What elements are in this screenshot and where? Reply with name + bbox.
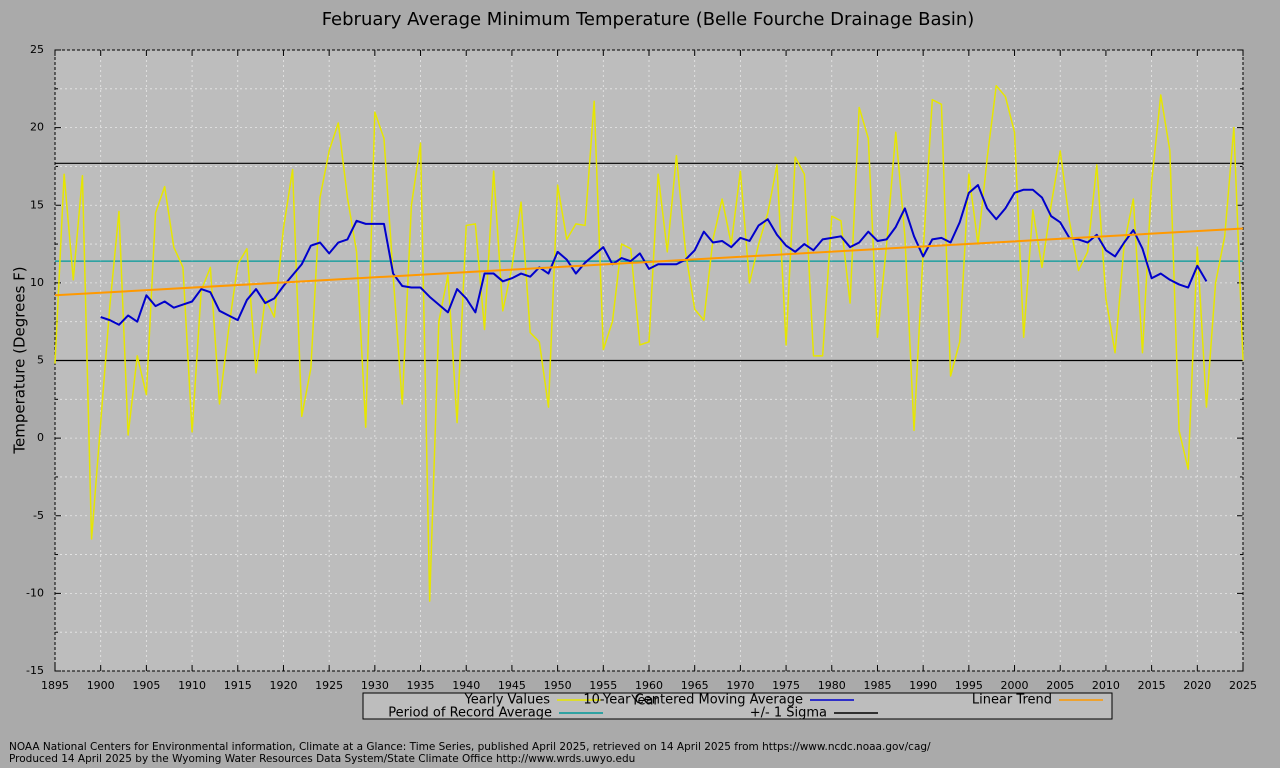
legend	[362, 692, 1113, 720]
x-tick-label: 2010	[1092, 679, 1120, 692]
series-line	[54, 84, 1244, 602]
x-tick-label: 1970	[726, 679, 754, 692]
series-line	[54, 227, 1244, 297]
x-axis-label: Year	[630, 694, 659, 709]
x-tick-label: 1935	[407, 679, 435, 692]
x-tick-label: 1925	[315, 679, 343, 692]
x-tick-label: 2000	[1001, 679, 1029, 692]
x-tick-label: 1905	[132, 679, 160, 692]
x-tick-label: 1915	[224, 679, 252, 692]
y-tick-label: 20	[30, 121, 44, 134]
x-tick-label: 1950	[544, 679, 572, 692]
x-tick-label: 1920	[269, 679, 297, 692]
legend-label: Linear Trend	[972, 693, 1052, 708]
x-tick-label: 1960	[635, 679, 663, 692]
x-tick-label: 1965	[681, 679, 709, 692]
y-tick-label: 0	[37, 431, 44, 444]
x-tick-label: 1900	[87, 679, 115, 692]
legend-label: +/- 1 Sigma	[750, 706, 827, 721]
legend-label: Yearly Values	[464, 693, 551, 708]
x-tick-label: 2005	[1046, 679, 1074, 692]
y-tick-label: -5	[33, 509, 44, 522]
x-tick-label: 2025	[1229, 679, 1257, 692]
footnote: NOAA National Centers for Environmental …	[9, 741, 931, 753]
x-tick-label: 1955	[589, 679, 617, 692]
footnote: Produced 14 April 2025 by the Wyoming Wa…	[9, 753, 635, 765]
legend-label: Period of Record Average	[388, 706, 552, 721]
x-tick-label: 2020	[1183, 679, 1211, 692]
y-axis-label: Temperature (Degrees F)	[11, 266, 29, 454]
y-tick-label: 25	[30, 43, 44, 56]
x-tick-label: 1930	[361, 679, 389, 692]
x-tick-label: 1985	[863, 679, 891, 692]
y-tick-label: 10	[30, 276, 44, 289]
x-tick-label: 1940	[452, 679, 480, 692]
legend-label: 10-Year Centered Moving Average	[583, 693, 803, 708]
y-tick-label: 15	[30, 198, 44, 211]
y-tick-label: 5	[37, 354, 44, 367]
series-line	[100, 184, 1208, 326]
x-tick-label: 1895	[41, 679, 69, 692]
x-tick-label: 1910	[178, 679, 206, 692]
x-tick-label: 1975	[772, 679, 800, 692]
x-tick-label: 2015	[1138, 679, 1166, 692]
chart-title: February Average Minimum Temperature (Be…	[322, 9, 975, 30]
x-tick-label: 1990	[909, 679, 937, 692]
x-tick-label: 1995	[955, 679, 983, 692]
y-tick-label: -15	[26, 664, 44, 677]
y-tick-label: -10	[26, 586, 44, 599]
x-tick-label: 1980	[818, 679, 846, 692]
x-tick-label: 1945	[498, 679, 526, 692]
